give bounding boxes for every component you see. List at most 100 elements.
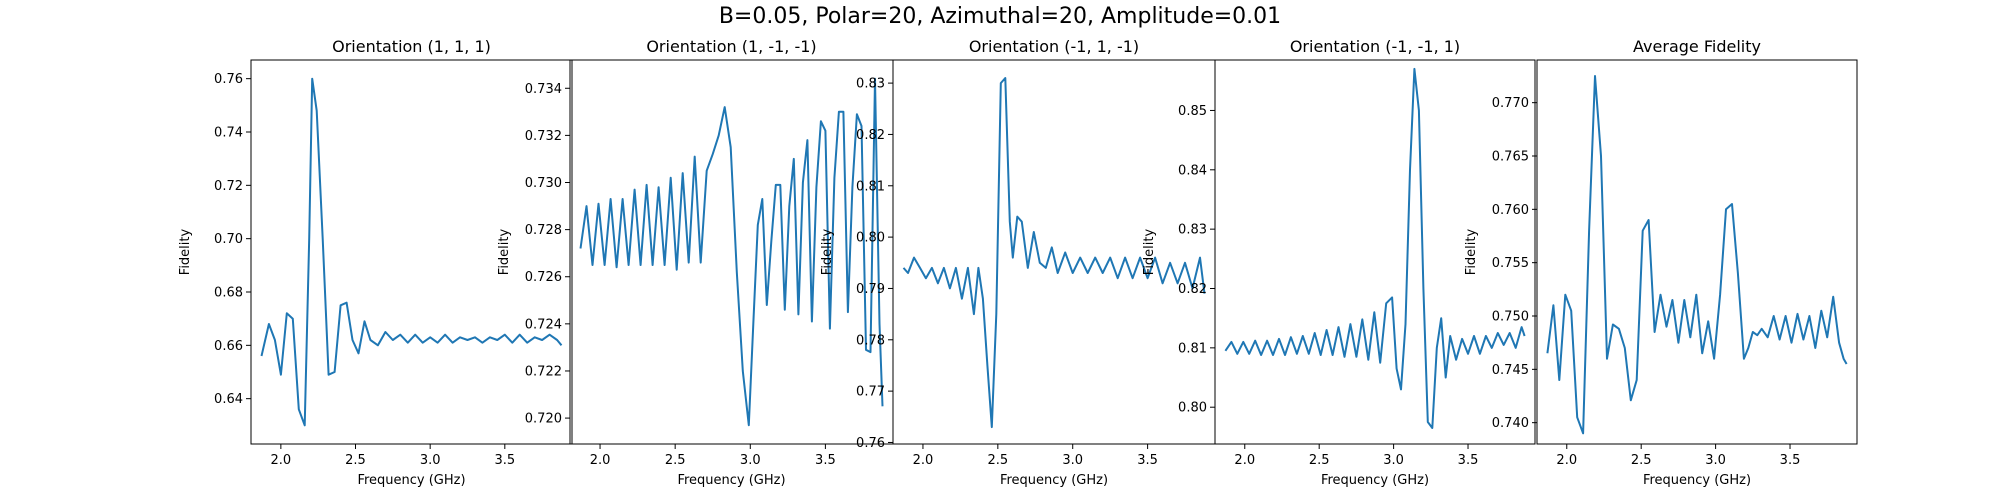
data-point <box>1356 356 1358 358</box>
data-point <box>1660 294 1662 296</box>
data-point <box>1009 221 1011 223</box>
data-point <box>274 339 276 341</box>
data-point <box>825 130 827 132</box>
chart-3: 2.0 2.5 3.0 3.5 0.76 0.77 0.78 0.79 0.80 0.81 0.82… <box>820 37 1216 488</box>
data-point <box>1405 323 1407 325</box>
chart-5: 2.0 2.5 3.0 3.5 0.740 0.745 0.750 0.755 0.760 0.7… <box>1464 37 1858 488</box>
y-tick-label: 0.728 <box>525 223 562 238</box>
data-point <box>622 198 624 200</box>
data-point <box>913 257 915 259</box>
data-point <box>580 248 582 250</box>
data-point <box>1260 354 1262 356</box>
data-point <box>268 323 270 325</box>
data-point <box>1600 155 1602 157</box>
data-point <box>1612 324 1614 326</box>
series-line <box>260 77 563 427</box>
data-point <box>1696 294 1698 296</box>
data-point <box>789 205 791 207</box>
axes-frame <box>1214 59 1536 445</box>
data-point <box>407 342 409 344</box>
y-tick-label: 0.765 <box>1492 150 1529 165</box>
data-point <box>1231 341 1233 343</box>
data-point <box>1547 353 1549 355</box>
data-point <box>640 264 642 266</box>
data-point <box>1139 257 1141 259</box>
figure-suptitle: B=0.05, Polar=20, Azimuthal=20, Amplitud… <box>718 4 1282 29</box>
y-tick-label: 0.77 <box>856 385 885 400</box>
data-point <box>1588 230 1590 232</box>
data-point <box>1284 354 1286 356</box>
data-point <box>598 203 600 205</box>
data-point <box>1690 337 1692 339</box>
y-tick-label: 0.722 <box>525 364 562 379</box>
data-point <box>1087 272 1089 274</box>
data-point <box>931 267 933 269</box>
y-tick-label: 0.750 <box>1492 310 1529 325</box>
data-point <box>1326 329 1328 331</box>
x-axis-label: Frequency (GHz) <box>1321 473 1429 488</box>
data-point <box>1296 353 1298 355</box>
data-point <box>1005 77 1007 79</box>
x-tick-label: 2.0 <box>590 453 611 468</box>
data-point <box>861 125 863 127</box>
data-point <box>1767 337 1769 339</box>
data-point <box>856 113 858 115</box>
data-point <box>1648 219 1650 221</box>
data-point <box>1479 353 1481 355</box>
x-tick-label: 2.5 <box>665 453 686 468</box>
data-point <box>1606 358 1608 360</box>
data-point <box>1624 347 1626 349</box>
data-point <box>798 314 800 316</box>
y-tick-label: 0.760 <box>1492 203 1529 218</box>
data-point <box>834 177 836 179</box>
data-point <box>1449 335 1451 337</box>
data-point <box>919 267 921 269</box>
data-point <box>973 313 975 315</box>
data-point <box>1497 332 1499 334</box>
data-point <box>616 267 618 269</box>
data-point <box>437 342 439 344</box>
data-point <box>504 334 506 336</box>
data-point <box>1785 315 1787 317</box>
data-point <box>1707 321 1709 323</box>
data-point <box>1524 335 1526 337</box>
data-point <box>474 337 476 339</box>
data-point <box>762 198 764 200</box>
data-point <box>422 342 424 344</box>
data-point <box>1102 272 1104 274</box>
data-point <box>718 135 720 137</box>
data-point <box>706 170 708 172</box>
data-point <box>534 337 536 339</box>
data-point <box>452 342 454 344</box>
x-tick-label: 3.0 <box>740 453 761 468</box>
data-point <box>1012 257 1014 259</box>
data-point <box>1374 311 1376 313</box>
x-tick-label: 2.5 <box>345 453 366 468</box>
x-tick-label: 3.5 <box>1137 453 1158 468</box>
data-point <box>1436 347 1438 349</box>
data-point <box>694 156 696 158</box>
data-point <box>937 283 939 285</box>
chart-title: Average Fidelity <box>1633 37 1761 56</box>
data-point <box>1039 262 1041 264</box>
data-point <box>1272 354 1274 356</box>
data-point <box>757 224 759 226</box>
x-tick-label: 3.5 <box>1458 453 1479 468</box>
data-point <box>1654 331 1656 333</box>
data-point <box>676 269 678 271</box>
data-point <box>1666 326 1668 328</box>
x-axis-label: Frequency (GHz) <box>1000 473 1108 488</box>
data-point <box>793 158 795 160</box>
data-point <box>1427 421 1429 423</box>
data-point <box>311 78 313 80</box>
data-point <box>400 334 402 336</box>
chart-title: Orientation (-1, 1, -1) <box>969 37 1139 56</box>
data-point <box>1797 313 1799 315</box>
data-point <box>838 111 840 113</box>
data-point <box>467 339 469 341</box>
data-point <box>865 349 867 351</box>
axes-frame <box>892 59 1216 445</box>
data-point <box>1290 336 1292 338</box>
data-point <box>925 277 927 279</box>
x-tick-label: 2.0 <box>1234 453 1255 468</box>
